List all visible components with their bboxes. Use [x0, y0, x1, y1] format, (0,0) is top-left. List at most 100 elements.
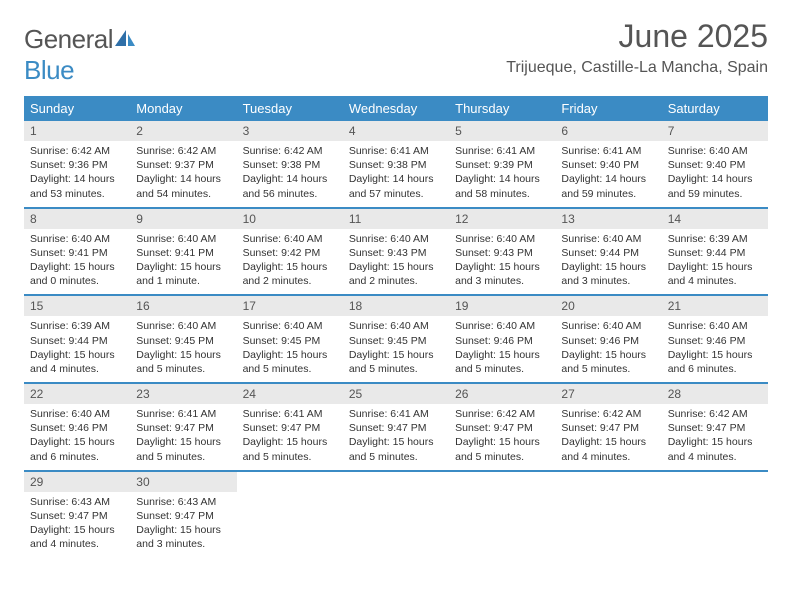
calendar-week: 15Sunrise: 6:39 AMSunset: 9:44 PMDayligh… [24, 295, 768, 383]
calendar-cell: 29Sunrise: 6:43 AMSunset: 9:47 PMDayligh… [24, 471, 130, 558]
day-number: 23 [130, 384, 236, 404]
sunset-text: Sunset: 9:47 PM [136, 421, 230, 435]
calendar-cell: 18Sunrise: 6:40 AMSunset: 9:45 PMDayligh… [343, 295, 449, 383]
calendar-cell [343, 471, 449, 558]
daylight-text: Daylight: 14 hours [455, 172, 549, 186]
sunrise-text: Sunrise: 6:40 AM [349, 232, 443, 246]
day-number: 25 [343, 384, 449, 404]
daylight-text: and 3 minutes. [561, 274, 655, 288]
daylight-text: and 0 minutes. [30, 274, 124, 288]
calendar-cell: 28Sunrise: 6:42 AMSunset: 9:47 PMDayligh… [662, 383, 768, 471]
daylight-text: and 1 minute. [136, 274, 230, 288]
day-number: 17 [237, 296, 343, 316]
daylight-text: and 59 minutes. [668, 187, 762, 201]
sunrise-text: Sunrise: 6:41 AM [455, 144, 549, 158]
day-number: 26 [449, 384, 555, 404]
sunrise-text: Sunrise: 6:43 AM [136, 495, 230, 509]
day-number: 30 [130, 472, 236, 492]
calendar-cell: 17Sunrise: 6:40 AMSunset: 9:45 PMDayligh… [237, 295, 343, 383]
day-number: 18 [343, 296, 449, 316]
daylight-text: and 5 minutes. [455, 362, 549, 376]
sunset-text: Sunset: 9:39 PM [455, 158, 549, 172]
daylight-text: Daylight: 15 hours [243, 348, 337, 362]
calendar-head: SundayMondayTuesdayWednesdayThursdayFrid… [24, 96, 768, 121]
daylight-text: and 57 minutes. [349, 187, 443, 201]
calendar-cell: 5 Sunrise: 6:41 AMSunset: 9:39 PMDaylight… [449, 121, 555, 208]
calendar-cell: 14Sunrise: 6:39 AMSunset: 9:44 PMDayligh… [662, 208, 768, 296]
sunset-text: Sunset: 9:46 PM [668, 334, 762, 348]
calendar-cell [237, 471, 343, 558]
day-number: 12 [449, 209, 555, 229]
calendar-week: 22Sunrise: 6:40 AMSunset: 9:46 PMDayligh… [24, 383, 768, 471]
day-number: 13 [555, 209, 661, 229]
calendar-cell: 10Sunrise: 6:40 AMSunset: 9:42 PMDayligh… [237, 208, 343, 296]
daylight-text: and 59 minutes. [561, 187, 655, 201]
daylight-text: and 4 minutes. [561, 450, 655, 464]
day-number: 2 [130, 121, 236, 141]
daylight-text: and 2 minutes. [243, 274, 337, 288]
daylight-text: Daylight: 15 hours [455, 435, 549, 449]
logo-word2: Blue [24, 55, 74, 85]
daylight-text: and 4 minutes. [668, 274, 762, 288]
daylight-text: and 5 minutes. [561, 362, 655, 376]
sunset-text: Sunset: 9:37 PM [136, 158, 230, 172]
daylight-text: Daylight: 15 hours [243, 260, 337, 274]
sunrise-text: Sunrise: 6:40 AM [455, 319, 549, 333]
day-number: 5 [449, 121, 555, 141]
daylight-text: and 53 minutes. [30, 187, 124, 201]
daylight-text: Daylight: 14 hours [561, 172, 655, 186]
header: GeneralBlue June 2025 Trijueque, Castill… [24, 18, 768, 86]
daylight-text: Daylight: 14 hours [243, 172, 337, 186]
calendar-cell: 2 Sunrise: 6:42 AMSunset: 9:37 PMDaylight… [130, 121, 236, 208]
daylight-text: and 4 minutes. [668, 450, 762, 464]
calendar-cell: 4Sunrise: 6:41 AMSunset: 9:38 PMDaylight… [343, 121, 449, 208]
logo: GeneralBlue [24, 24, 137, 86]
sunset-text: Sunset: 9:44 PM [30, 334, 124, 348]
daylight-text: and 54 minutes. [136, 187, 230, 201]
calendar-cell: 13Sunrise: 6:40 AMSunset: 9:44 PMDayligh… [555, 208, 661, 296]
calendar-body: 1Sunrise: 6:42 AMSunset: 9:36 PMDaylight… [24, 121, 768, 557]
day-number: 7 [662, 121, 768, 141]
calendar-cell: 6Sunrise: 6:41 AMSunset: 9:40 PMDaylight… [555, 121, 661, 208]
daylight-text: and 6 minutes. [30, 450, 124, 464]
day-number: 24 [237, 384, 343, 404]
daylight-text: Daylight: 15 hours [561, 260, 655, 274]
day-header: Monday [130, 96, 236, 121]
daylight-text: and 56 minutes. [243, 187, 337, 201]
daylight-text: and 3 minutes. [136, 537, 230, 551]
sunrise-text: Sunrise: 6:40 AM [668, 319, 762, 333]
day-number: 9 [130, 209, 236, 229]
sunset-text: Sunset: 9:43 PM [349, 246, 443, 260]
sunrise-text: Sunrise: 6:40 AM [243, 319, 337, 333]
sunset-text: Sunset: 9:47 PM [668, 421, 762, 435]
sunset-text: Sunset: 9:43 PM [455, 246, 549, 260]
daylight-text: Daylight: 15 hours [561, 348, 655, 362]
daylight-text: Daylight: 15 hours [455, 260, 549, 274]
calendar-cell [449, 471, 555, 558]
calendar-cell: 11Sunrise: 6:40 AMSunset: 9:43 PMDayligh… [343, 208, 449, 296]
sunrise-text: Sunrise: 6:40 AM [136, 232, 230, 246]
sunset-text: Sunset: 9:46 PM [455, 334, 549, 348]
sunrise-text: Sunrise: 6:42 AM [243, 144, 337, 158]
day-number: 3 [237, 121, 343, 141]
sunrise-text: Sunrise: 6:40 AM [30, 407, 124, 421]
sunset-text: Sunset: 9:41 PM [30, 246, 124, 260]
calendar-cell: 1Sunrise: 6:42 AMSunset: 9:36 PMDaylight… [24, 121, 130, 208]
sunrise-text: Sunrise: 6:42 AM [136, 144, 230, 158]
calendar-cell: 7Sunrise: 6:40 AMSunset: 9:40 PMDaylight… [662, 121, 768, 208]
daylight-text: and 5 minutes. [243, 450, 337, 464]
sunset-text: Sunset: 9:41 PM [136, 246, 230, 260]
daylight-text: Daylight: 14 hours [136, 172, 230, 186]
calendar-cell: 20Sunrise: 6:40 AMSunset: 9:46 PMDayligh… [555, 295, 661, 383]
daylight-text: Daylight: 15 hours [349, 348, 443, 362]
daylight-text: and 5 minutes. [349, 362, 443, 376]
sunrise-text: Sunrise: 6:40 AM [30, 232, 124, 246]
daylight-text: Daylight: 14 hours [349, 172, 443, 186]
calendar-cell: 27Sunrise: 6:42 AMSunset: 9:47 PMDayligh… [555, 383, 661, 471]
calendar-cell: 8Sunrise: 6:40 AMSunset: 9:41 PMDaylight… [24, 208, 130, 296]
daylight-text: Daylight: 14 hours [668, 172, 762, 186]
daylight-text: Daylight: 15 hours [30, 435, 124, 449]
day-header: Sunday [24, 96, 130, 121]
sunrise-text: Sunrise: 6:42 AM [455, 407, 549, 421]
sunrise-text: Sunrise: 6:41 AM [243, 407, 337, 421]
